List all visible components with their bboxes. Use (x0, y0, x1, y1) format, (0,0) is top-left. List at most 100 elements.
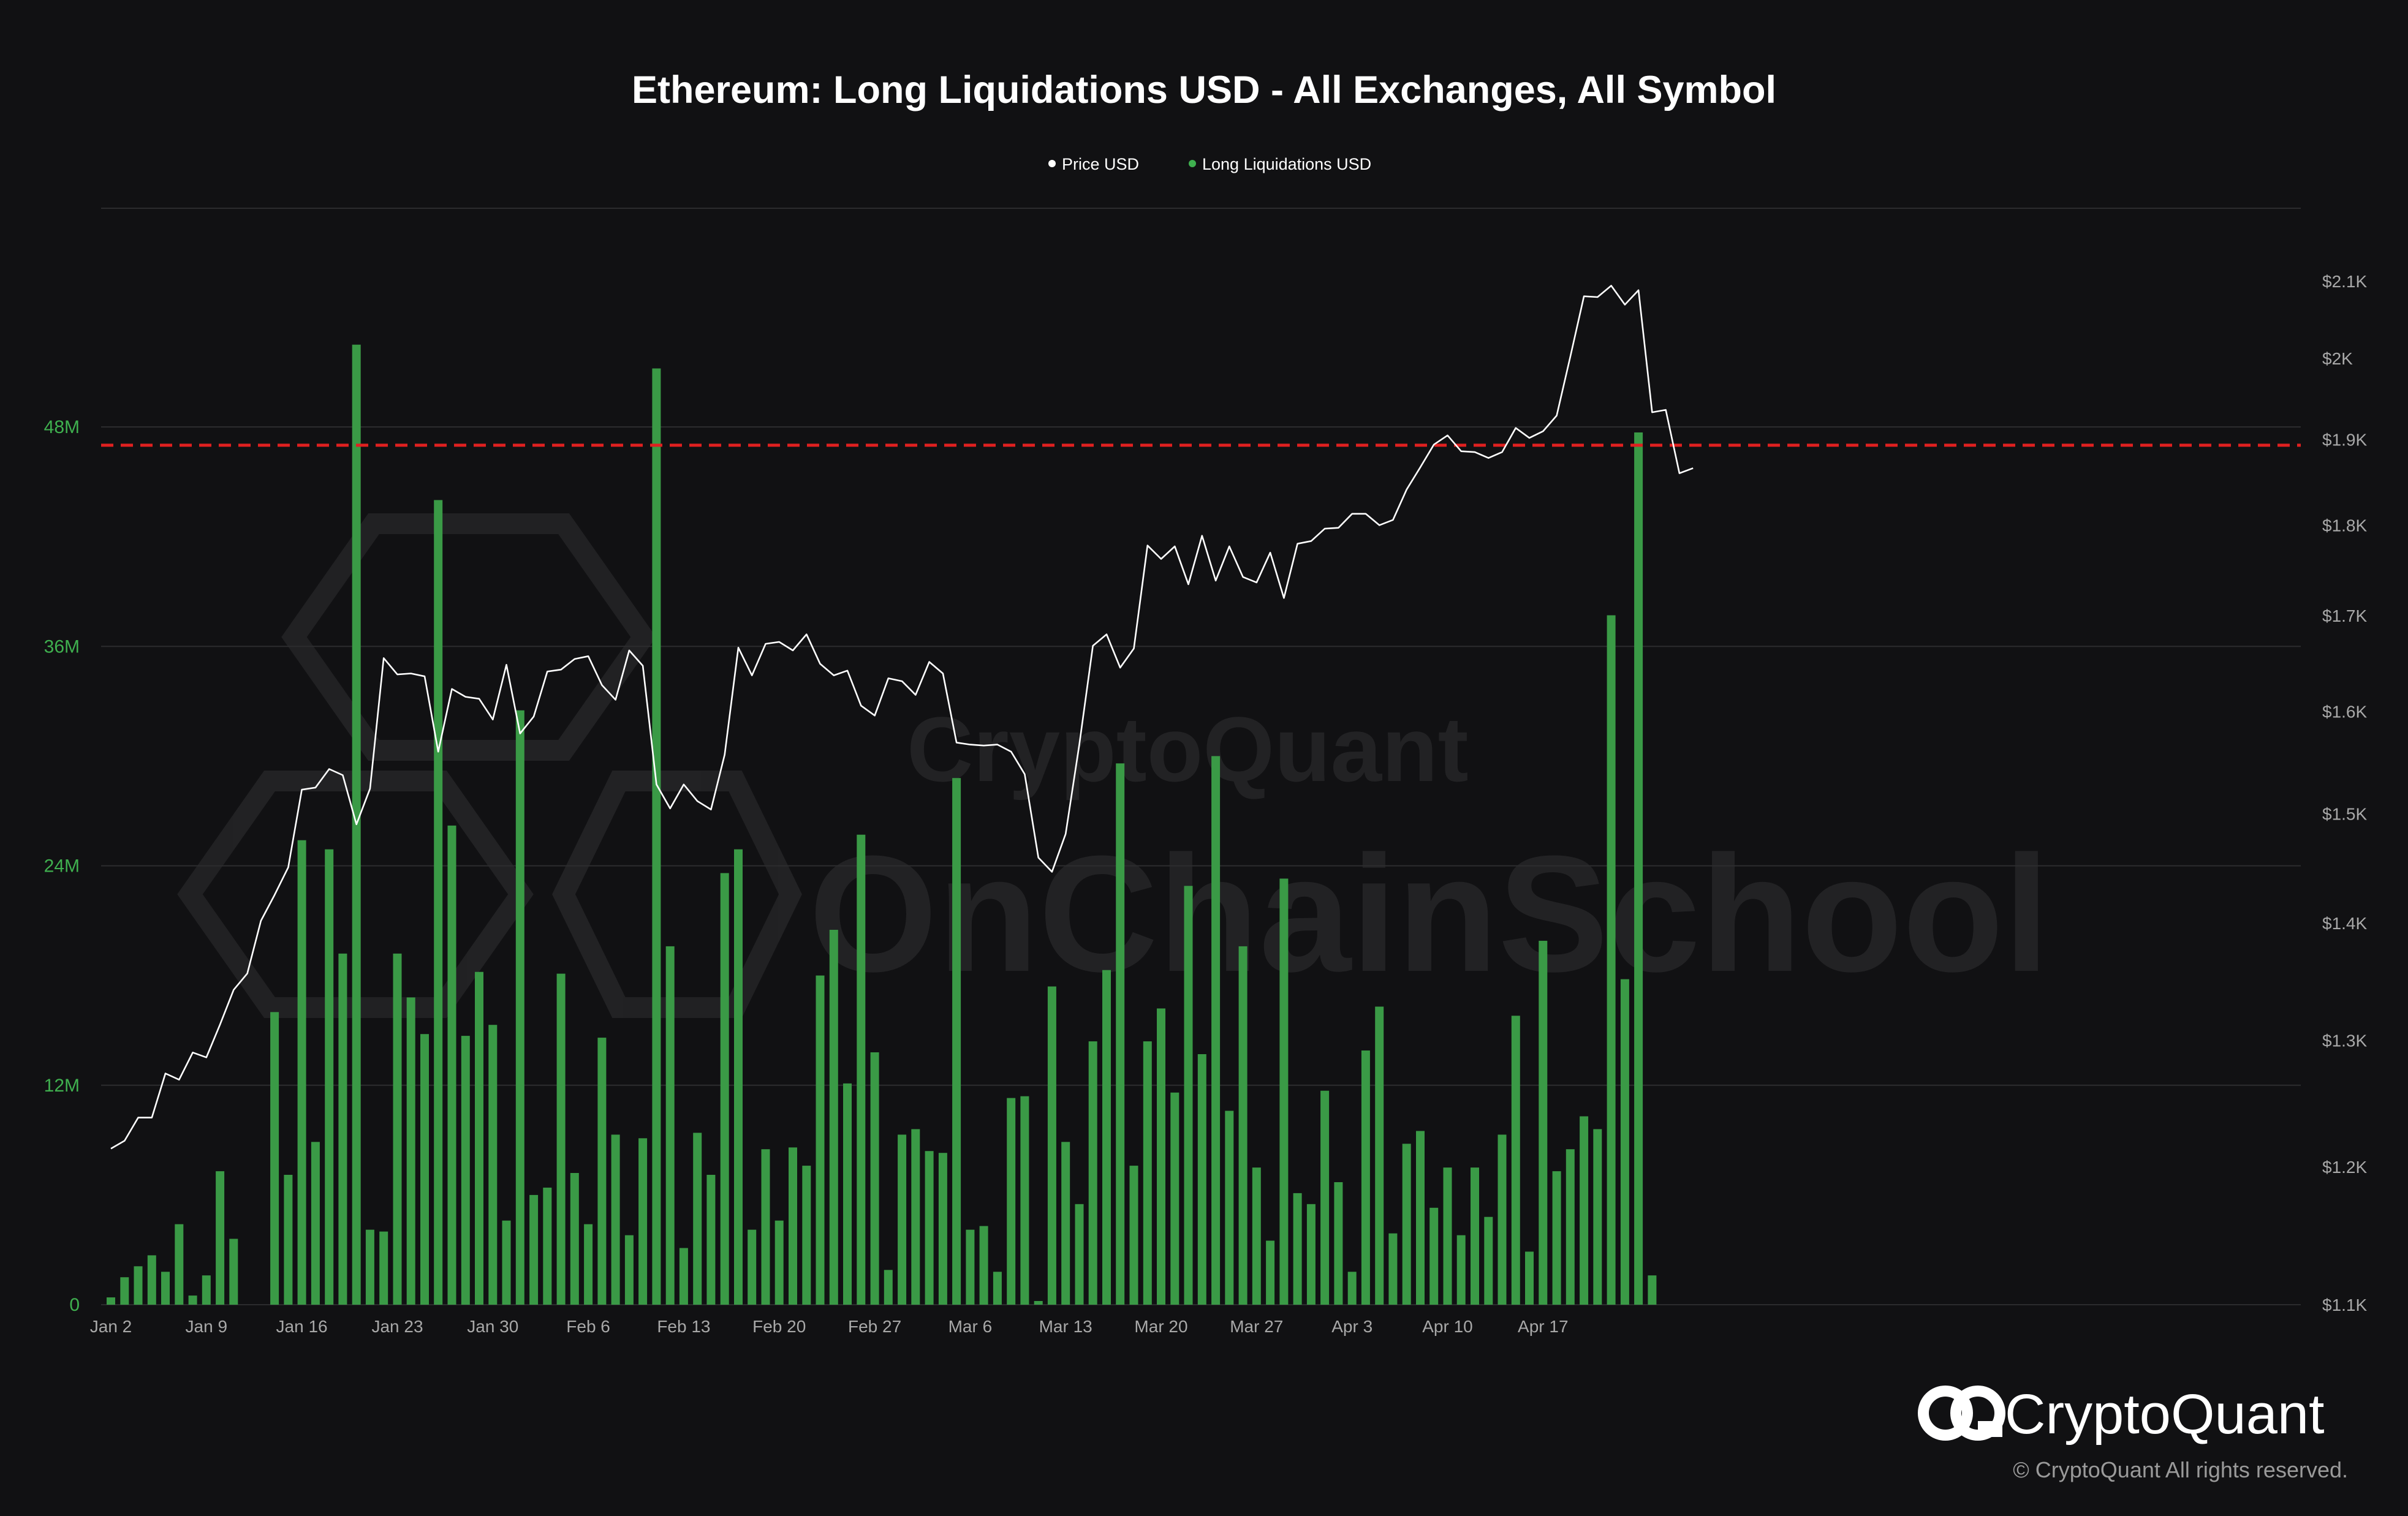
y-right-tick-label: $1.2K (2322, 1158, 2367, 1177)
bar (1361, 1050, 1370, 1305)
copyright-text: © CryptoQuant All rights reserved. (2013, 1457, 2348, 1482)
bar (1157, 1008, 1165, 1305)
bar (884, 1270, 893, 1305)
bar (1293, 1193, 1302, 1305)
bar (393, 953, 402, 1305)
bar (1088, 1041, 1097, 1305)
legend-label-long-liquidations: Long Liquidations USD (1202, 155, 1371, 173)
bar (693, 1133, 702, 1305)
bar (543, 1187, 552, 1305)
bar (284, 1175, 293, 1305)
x-tick-label: Mar 27 (1230, 1317, 1283, 1336)
bar (502, 1220, 511, 1305)
price-line-group (110, 285, 1694, 1150)
bar (1007, 1098, 1016, 1305)
bar (420, 1034, 429, 1305)
x-tick-label: Apr 10 (1422, 1317, 1473, 1336)
x-tick-label: Feb 6 (566, 1317, 610, 1336)
x-tick-label: Feb 20 (752, 1317, 806, 1336)
bar (1061, 1142, 1070, 1305)
bar (434, 500, 443, 1305)
bar (461, 1036, 470, 1305)
x-tick-label: Apr 17 (1518, 1317, 1569, 1336)
bar (1648, 1275, 1657, 1305)
x-tick-label: Jan 23 (371, 1317, 423, 1336)
y-left-tick-label: 0 (69, 1295, 80, 1315)
bar (679, 1248, 688, 1305)
bar (979, 1226, 988, 1305)
bar (1197, 1054, 1206, 1305)
bar (1429, 1207, 1439, 1305)
bar (665, 946, 675, 1305)
bar (216, 1171, 225, 1305)
bar (515, 710, 524, 1305)
bar (406, 997, 415, 1305)
y-right-tick-label: $1.4K (2322, 914, 2367, 933)
bar (107, 1297, 115, 1305)
bar (1593, 1129, 1602, 1305)
bar (1525, 1251, 1534, 1305)
bar (1020, 1096, 1029, 1305)
bar (706, 1175, 716, 1305)
x-tick-label: Feb 27 (848, 1317, 901, 1336)
bar (952, 778, 961, 1305)
bar (652, 368, 661, 1305)
bar (529, 1194, 539, 1305)
bar (938, 1153, 947, 1305)
bar (1607, 615, 1616, 1305)
legend-item-price[interactable]: Price USD (1048, 155, 1139, 173)
bar (1225, 1111, 1234, 1305)
bar (638, 1138, 648, 1305)
bar (311, 1142, 320, 1305)
bar (1102, 970, 1111, 1305)
y-right-tick-label: $1.7K (2322, 606, 2367, 625)
bar (1184, 886, 1193, 1305)
bar (1388, 1233, 1398, 1305)
y-axis-left-ticks: 0 12M 24M 36M 48M (44, 417, 80, 1315)
bar (1347, 1272, 1357, 1305)
bar (229, 1239, 238, 1305)
bar (338, 953, 347, 1305)
y-right-tick-label: $1.9K (2322, 431, 2367, 450)
bar (802, 1166, 811, 1305)
bar (147, 1255, 156, 1305)
bar (1075, 1204, 1084, 1305)
legend-dot-price-icon (1048, 160, 1056, 167)
bar (447, 825, 456, 1305)
legend: Price USD Long Liquidations USD (1048, 155, 1371, 173)
bar (789, 1147, 797, 1305)
bar (175, 1224, 184, 1305)
bar (870, 1052, 879, 1305)
legend-dot-liquidations-icon (1189, 160, 1196, 167)
bars-long-liquidations (107, 344, 1657, 1305)
bar (488, 1025, 498, 1305)
bar (993, 1272, 1002, 1305)
bar (1539, 940, 1548, 1305)
bar (188, 1295, 197, 1305)
bar (161, 1272, 170, 1305)
bar (1471, 1167, 1479, 1305)
x-tick-label: Feb 13 (657, 1317, 710, 1336)
x-tick-label: Mar 6 (948, 1317, 993, 1336)
bar (1170, 1092, 1179, 1305)
y-right-tick-label: $1.8K (2322, 516, 2367, 535)
bar (1443, 1167, 1452, 1305)
bar (734, 849, 743, 1305)
price-line (110, 285, 1694, 1150)
bar (925, 1151, 934, 1305)
bar (857, 834, 866, 1305)
bar (1320, 1090, 1330, 1305)
y-right-tick-label: $2K (2322, 349, 2353, 368)
legend-item-long-liquidations[interactable]: Long Liquidations USD (1189, 155, 1371, 173)
y-right-tick-label: $1.6K (2322, 703, 2367, 722)
y-right-tick-label: $1.5K (2322, 805, 2367, 824)
bar (911, 1129, 920, 1305)
bar (1334, 1182, 1343, 1305)
bar (1266, 1240, 1275, 1305)
bar (1566, 1149, 1575, 1305)
y-left-tick-label: 24M (44, 856, 80, 877)
legend-label-price: Price USD (1062, 155, 1139, 173)
bar (774, 1220, 784, 1305)
bar (816, 975, 825, 1305)
